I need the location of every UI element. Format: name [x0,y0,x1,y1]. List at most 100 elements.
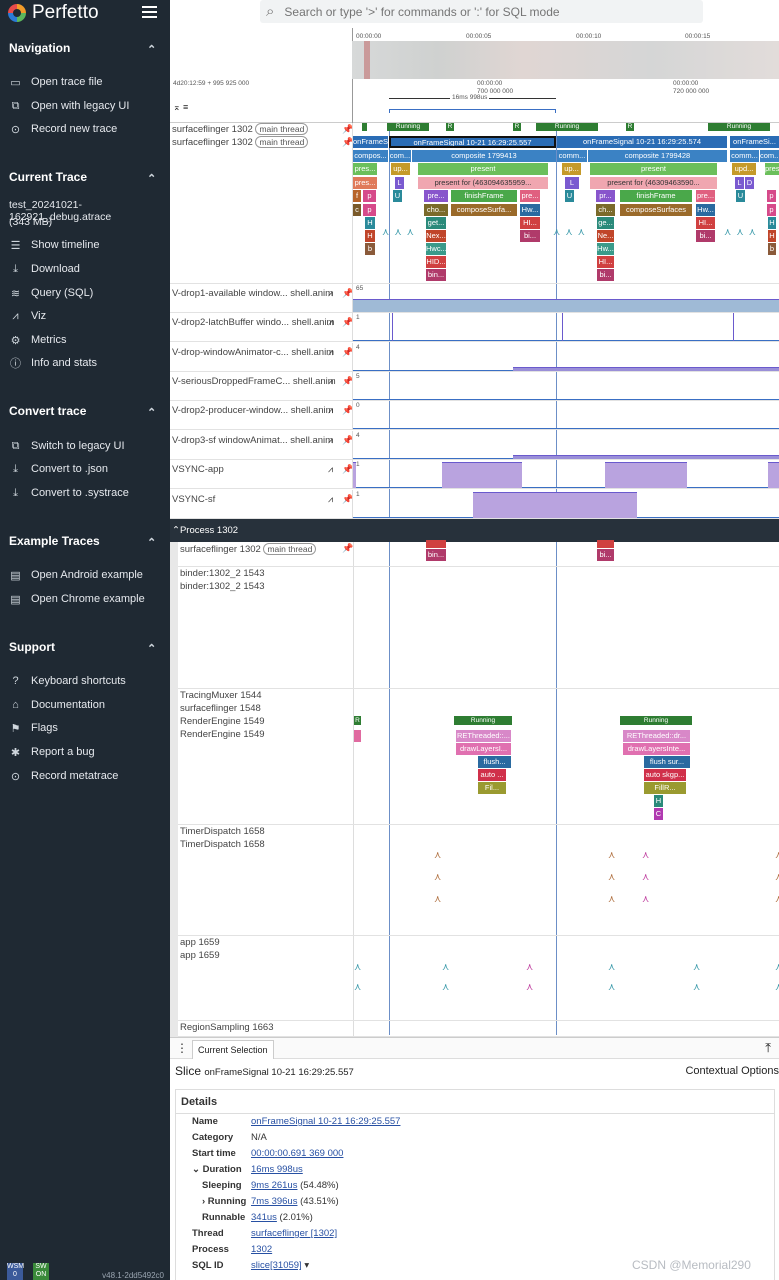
counter-value[interactable] [392,313,393,341]
counter-value[interactable] [562,313,563,341]
slice-f[interactable]: f [353,190,361,202]
slice-hwc[interactable]: Hw... [597,243,614,255]
sidebar-item-flags[interactable]: ⚑ Flags [0,717,170,739]
pin-icon[interactable]: 📌 [342,543,354,553]
slice-hid[interactable] [597,540,614,548]
sidebar-item-switch-legacy[interactable]: ⧉ Switch to legacy UI [0,435,170,457]
slice-hid[interactable]: HI... [597,256,614,268]
pin-icon[interactable]: 📌 [342,376,354,386]
slice-choreographer[interactable]: ch... [596,204,615,216]
slice-bin[interactable]: bi... [696,230,715,242]
slice-l[interactable]: L [565,177,579,189]
slice-pre[interactable]: pr... [596,190,615,202]
sidebar-item-report-bug[interactable]: ✱ Report a bug [0,741,170,763]
slice-rethreaded[interactable]: REThreaded::... [456,730,511,742]
detail-value[interactable]: 1302 [251,1244,273,1255]
slice-present-for[interactable]: pres... [353,177,377,189]
slice-update[interactable]: up... [562,163,581,175]
counter-track[interactable]: V-drop2-producer-window... shell.anim ⩘ 📌 0 [170,401,779,430]
slice-next[interactable]: Nex... [426,230,446,242]
pin-icon[interactable]: 📌 [342,435,354,445]
slice-h[interactable]: H [654,795,663,807]
slice-commit[interactable]: com... [389,150,411,162]
counter-value[interactable] [442,462,522,488]
thread-state-running[interactable]: Running [708,123,770,131]
sidebar-item-shortcuts[interactable]: ? Keyboard shortcuts [0,670,170,692]
track-timerdispatch[interactable]: TimerDispatch 1658 TimerDispatch 1658 ⋏ ⋏… [178,825,779,936]
slice-hwc[interactable]: Hw... [696,204,715,216]
slice-b[interactable]: b [768,243,776,255]
slice-update[interactable]: up... [391,163,410,175]
slice-hid[interactable]: HI... [696,217,715,229]
omnibox[interactable]: ⌕ [260,0,703,23]
counter-value[interactable] [513,367,779,371]
slice-bin[interactable]: bin... [426,549,446,561]
track-surfaceflinger-main[interactable]: surfaceflinger 1302 main thread surfacef… [170,123,779,284]
overview-window[interactable] [364,41,370,79]
counter-track[interactable]: VSYNC-sf ⩘ 📌 1 [170,490,779,519]
detail-value[interactable]: 00:00:00.691 369 000 [251,1148,344,1159]
slice-p[interactable]: p [767,190,776,202]
slice-fill[interactable]: FillR... [644,782,686,794]
overview-heatmap[interactable] [352,41,779,79]
slice-bin[interactable]: bi... [597,549,614,561]
counter-track[interactable]: V-seriousDroppedFrameC... shell.anim ⩘ 📌 5 [170,372,779,401]
slice-composite[interactable]: composite 1799428 [588,150,727,162]
slice-onframe-selected[interactable]: onFrameSignal 10-21 16:29:25.557 [389,136,556,148]
pin-icon[interactable]: 📌 [342,347,354,357]
slice-p[interactable]: p [767,204,776,216]
slice-onframe[interactable]: onFrameSi... [353,136,388,148]
slice-u[interactable]: U [565,190,574,202]
slice-commit[interactable]: comm... [557,150,587,162]
slice-next[interactable]: Ne... [597,230,614,242]
chart-icon[interactable]: ⩘ [328,347,334,357]
thread-state[interactable] [362,123,367,131]
thread-state-runnable[interactable]: R [513,123,521,131]
slice-drawlayers[interactable]: drawLayersInte... [623,743,690,755]
perfetto-logo[interactable]: Perfetto [8,0,99,26]
sidebar-item-record[interactable]: ⊙ Record new trace [0,118,170,140]
slice-auto[interactable]: auto ... [478,769,506,781]
slice-h[interactable]: H [365,230,375,242]
slice-l[interactable]: L [395,177,404,189]
detail-value[interactable]: 7ms 396us [251,1196,298,1207]
section-convert[interactable]: Convert trace ⌄ [0,394,170,428]
slice-flush[interactable]: flush sur... [644,756,690,768]
pin-icon[interactable]: 📌 [342,464,354,474]
slice-pre[interactable]: pre... [520,190,540,202]
collapse-icon[interactable]: ⌅ ≡ [173,102,189,112]
slice-present-for[interactable]: present for (463094635959... [418,177,548,189]
contextual-options-button[interactable]: Contextual Options [685,1065,779,1077]
more-vert-icon[interactable]: ⋮ [176,1041,188,1055]
slice-choreographer[interactable]: cho... [424,204,448,216]
dropdown-icon[interactable]: ▾ [301,1260,310,1271]
slice-h[interactable]: H [768,230,776,242]
sidebar-item-metrics[interactable]: ⚙ Metrics [0,329,170,351]
counter-track[interactable]: V-drop2-latchBuffer windo... shell.anim ⩘… [170,313,779,342]
slice-h[interactable]: H [768,217,776,229]
slice-pre[interactable]: pre... [696,190,715,202]
slice-compose-surfaces[interactable]: composeSurfa... [451,204,517,216]
slice-u[interactable]: U [736,190,745,202]
slice-composite[interactable]: compos... [353,150,388,162]
counter-value[interactable] [733,313,734,341]
detail-value[interactable]: 341us [251,1212,277,1223]
sidebar-item-convert-json[interactable]: ⤓ Convert to .json [0,458,170,480]
slice-onframe[interactable]: onFrameSi... [730,136,779,148]
slice-finishframe[interactable]: finishFrame [620,190,692,202]
chart-icon[interactable]: ⩘ [328,376,334,386]
detail-value[interactable]: onFrameSignal 10-21 16:29:25.557 [251,1116,401,1127]
slice-pre[interactable]: pre... [424,190,448,202]
pin-icon[interactable]: 📌 [342,137,354,147]
counter-track[interactable]: V-drop-windowAnimator-c... shell.anim ⩘ 📌 4 [170,343,779,372]
chart-icon[interactable]: ⩘ [328,405,334,415]
slice-bin[interactable]: bi... [597,269,614,281]
slice-p[interactable]: p [363,190,376,202]
slice-present-for[interactable]: present for (46309463590... [590,177,717,189]
detail-value[interactable]: slice[31059] [251,1260,302,1271]
slice-present[interactable]: pres... [765,163,779,175]
section-navigation[interactable]: Navigation ⌄ [0,31,170,65]
section-current-trace[interactable]: Current Trace ⌄ [0,160,170,194]
pin-icon[interactable]: 📌 [342,317,354,327]
slice-present[interactable]: pres... [353,163,377,175]
